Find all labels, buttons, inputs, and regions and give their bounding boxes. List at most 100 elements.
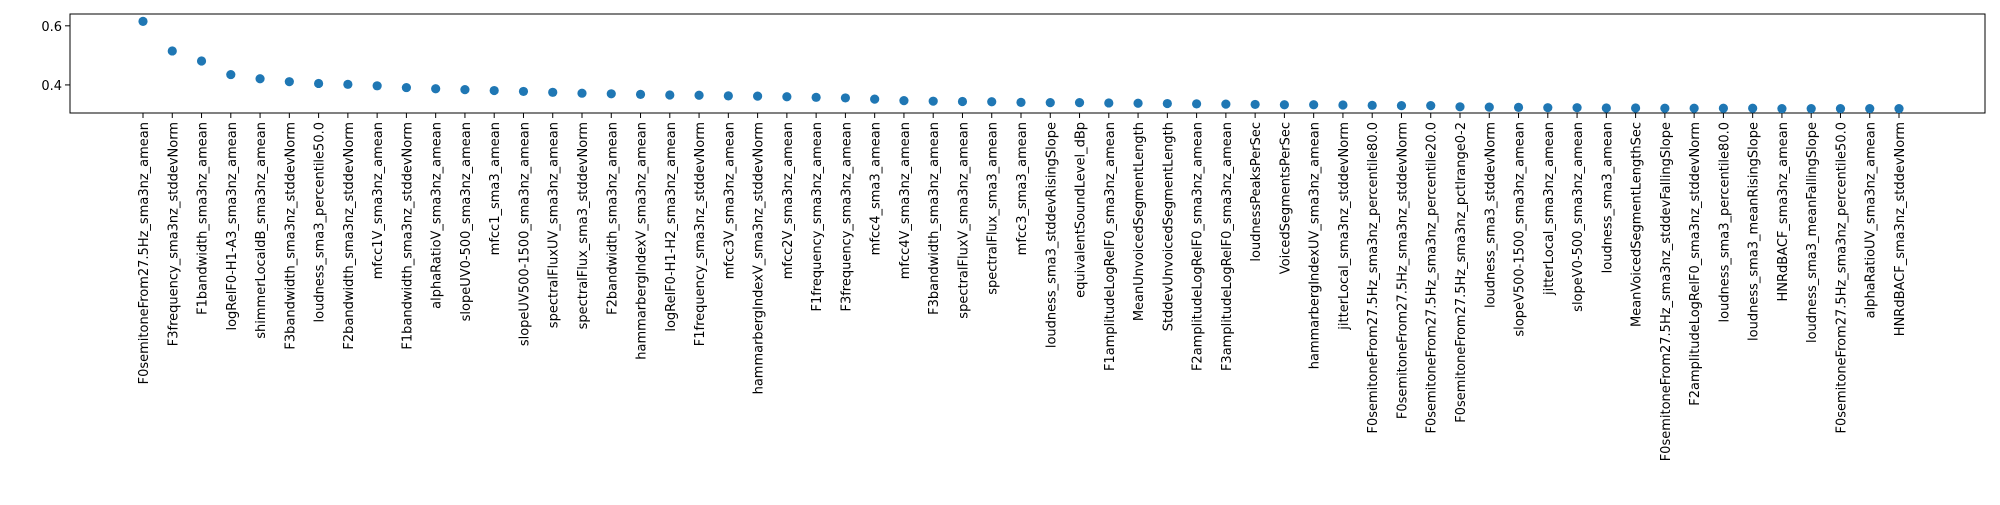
data-point — [987, 97, 997, 107]
x-tick-label: F2bandwidth_sma3nz_amean — [605, 122, 620, 315]
x-tick-label: loudness_sma3_meanFallingSlope — [1805, 122, 1820, 343]
data-point — [928, 96, 938, 106]
data-point — [1016, 97, 1026, 107]
x-tick-label: F2amplitudeLogRelF0_sma3nz_stddevNorm — [1688, 122, 1703, 406]
data-point — [1455, 102, 1465, 112]
x-tick-label: F3amplitudeLogRelF0_sma3nz_amean — [1220, 122, 1235, 371]
y-tick-label: 0.6 — [41, 20, 62, 35]
data-point — [401, 82, 411, 93]
data-point — [1367, 100, 1377, 110]
x-tick-label: jitterLocal_sma3nz_amean — [1542, 122, 1557, 296]
x-tick-label: F0semitoneFrom27.5Hz_sma3nz_percentile80… — [1366, 122, 1381, 434]
x-tick-label: F2bandwidth_sma3nz_stddevNorm — [342, 122, 357, 350]
data-point — [548, 87, 558, 97]
x-tick-label: loudness_sma3_stddevNorm — [1483, 122, 1498, 308]
x-tick-label: logRelF0-H1-H2_sma3nz_amean — [664, 122, 679, 332]
x-tick-label: spectralFlux_sma3_amean — [986, 122, 1001, 295]
data-point — [723, 91, 733, 101]
x-tick-label: mfcc1_sma3_amean — [488, 122, 503, 255]
x-tick-label: loudness_sma3_stddevRisingSlope — [1044, 122, 1059, 348]
x-tick-label: spectralFluxV_sma3nz_amean — [956, 122, 971, 319]
data-point — [372, 81, 382, 91]
data-point — [1396, 101, 1407, 111]
x-tick-label: loudness_sma3_amean — [1600, 122, 1615, 273]
x-tick-label: loudness_sma3_percentile50.0 — [313, 122, 328, 322]
data-point — [753, 91, 763, 101]
x-tick-label: F1bandwidth_sma3nz_stddevNorm — [400, 122, 415, 350]
data-point — [1338, 100, 1348, 110]
data-point — [1543, 103, 1553, 113]
x-tick-label: logRelF0-H1-A3_sma3nz_amean — [225, 122, 240, 331]
data-point — [1572, 103, 1582, 113]
x-tick-label: shimmerLocaldB_sma3nz_amean — [254, 122, 269, 339]
data-point — [1221, 99, 1231, 109]
x-tick-label: HNRdBACF_sma3nz_amean — [1776, 122, 1791, 302]
x-tick-label: MeanUnvoicedSegmentLength — [1132, 122, 1147, 321]
data-point — [1104, 98, 1114, 108]
x-tick-label: F3bandwidth_sma3nz_amean — [927, 122, 942, 315]
data-point — [1718, 103, 1728, 113]
data-point — [606, 89, 616, 99]
x-tick-label: F3frequency_sma3nz_stddevNorm — [166, 122, 181, 346]
x-tick-label: F0semitoneFrom27.5Hz_sma3nz_stddevFallin… — [1659, 122, 1674, 461]
x-tick-label: slopeUV0-500_sma3nz_amean — [459, 122, 474, 321]
data-point — [1835, 103, 1846, 114]
data-point — [1250, 99, 1260, 110]
data-point — [1192, 99, 1202, 109]
data-point — [1045, 98, 1055, 108]
x-tick-label: alphaRatioV_sma3nz_amean — [430, 122, 445, 309]
x-tick-label: F1frequency_sma3nz_amean — [810, 122, 825, 312]
data-point — [577, 88, 587, 98]
data-point — [1484, 102, 1494, 112]
x-tick-label: F1frequency_sma3nz_stddevNorm — [693, 122, 708, 346]
x-tick-label: StddevUnvoicedSegmentLength — [1161, 122, 1176, 331]
x-tick-label: loudness_sma3_percentile80.0 — [1717, 122, 1732, 322]
x-tick-label: hammarbergIndexV_sma3nz_stddevNorm — [752, 122, 767, 394]
x-tick-label: F0semitoneFrom27.5Hz_sma3nz_percentile50… — [1834, 122, 1849, 434]
plot-area-frame — [69, 13, 1986, 114]
x-tick-label: jitterLocal_sma3nz_stddevNorm — [1337, 122, 1352, 331]
data-point — [1426, 101, 1436, 111]
data-point — [1748, 103, 1758, 113]
data-point — [635, 89, 646, 99]
x-tick-label: HNRdBACF_sma3nz_stddevNorm — [1893, 122, 1908, 336]
y-tick-label: 0.4 — [41, 79, 62, 94]
x-tick-label: mfcc3V_sma3nz_amean — [722, 122, 737, 279]
x-tick-label: F0semitoneFrom27.5Hz_sma3nz_amean — [137, 122, 152, 384]
data-point — [694, 90, 704, 100]
data-point — [870, 94, 880, 104]
x-tick-label: mfcc4_sma3_amean — [869, 122, 884, 255]
x-tick-label: MeanVoicedSegmentLengthSec — [1630, 122, 1645, 327]
data-point — [1660, 103, 1670, 113]
data-point — [1513, 102, 1524, 112]
data-point — [1601, 103, 1611, 113]
x-tick-label: F0semitoneFrom27.5Hz_sma3nz_pctlrange0-2 — [1454, 122, 1469, 423]
x-tick-label: F3frequency_sma3nz_amean — [839, 122, 854, 312]
x-tick-label: mfcc1V_sma3nz_amean — [371, 122, 386, 279]
x-tick-label: slopeV0-500_sma3nz_amean — [1571, 122, 1586, 312]
data-point — [343, 79, 353, 89]
data-point — [840, 93, 851, 103]
data-point — [957, 96, 968, 107]
x-tick-label: alphaRatioUV_sma3nz_amean — [1864, 122, 1879, 318]
data-point — [167, 46, 177, 56]
data-point — [138, 16, 148, 26]
x-tick-label: mfcc2V_sma3nz_amean — [781, 122, 796, 279]
x-tick-label: hammarbergIndexV_sma3nz_amean — [635, 122, 650, 360]
data-point — [460, 85, 470, 95]
data-point — [1777, 103, 1787, 114]
data-point — [1689, 103, 1699, 113]
data-point — [1631, 103, 1641, 113]
data-point — [1074, 98, 1085, 108]
x-tick-label: spectralFluxUV_sma3nz_amean — [547, 122, 562, 328]
data-point — [431, 84, 441, 94]
data-point — [489, 85, 499, 96]
data-point — [1806, 103, 1816, 114]
data-point — [255, 74, 265, 84]
x-tick-label: F0semitoneFrom27.5Hz_sma3nz_stddevNorm — [1395, 122, 1410, 419]
x-tick-label: loudness_sma3_meanRisingSlope — [1747, 122, 1762, 341]
x-tick-label: slopeUV500-1500_sma3nz_amean — [517, 122, 532, 346]
x-tick-label: mfcc4V_sma3nz_amean — [898, 122, 913, 279]
